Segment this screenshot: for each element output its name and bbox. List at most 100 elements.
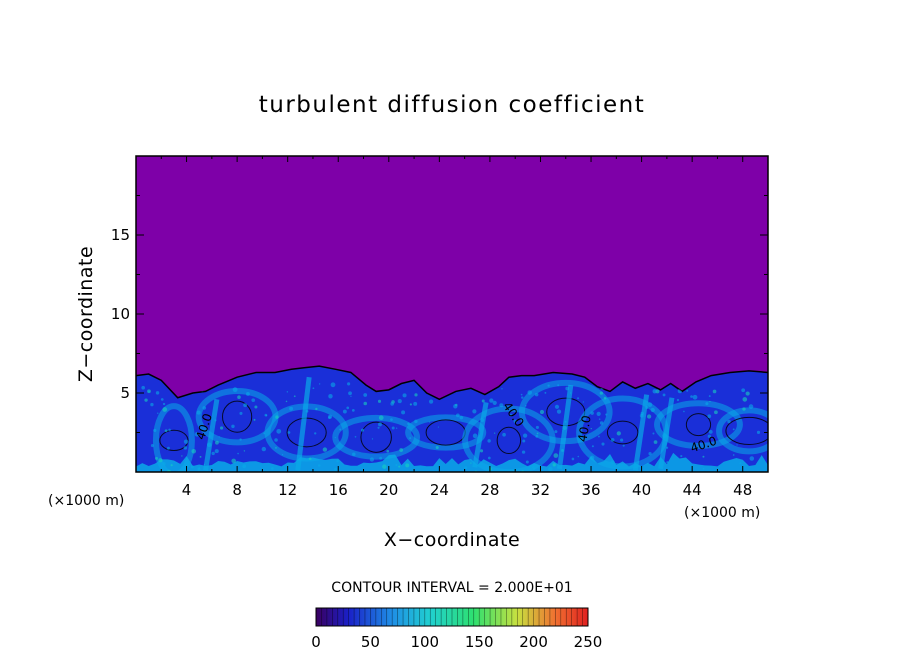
speckle xyxy=(520,393,523,396)
speckle xyxy=(589,455,595,461)
speckle xyxy=(276,428,282,434)
x-tick-label: 8 xyxy=(232,481,242,499)
speckle xyxy=(194,432,200,437)
speckle xyxy=(599,391,603,395)
plume xyxy=(632,394,650,471)
speckle xyxy=(409,403,412,406)
speckle xyxy=(522,439,526,443)
speckle xyxy=(371,438,374,440)
speckle xyxy=(154,456,159,460)
contour-ring xyxy=(159,429,189,452)
speckle xyxy=(183,439,189,444)
speckle xyxy=(166,446,170,450)
speckle xyxy=(413,401,418,406)
speckle xyxy=(732,454,735,456)
speckle xyxy=(190,465,194,469)
x-tick-label: 44 xyxy=(683,481,702,499)
speckle xyxy=(554,404,560,409)
speckle xyxy=(525,460,529,464)
speckle xyxy=(202,406,207,410)
speckle xyxy=(653,440,658,444)
speckle xyxy=(603,396,607,400)
speckle xyxy=(231,458,237,464)
speckle xyxy=(429,399,434,404)
plume xyxy=(658,397,675,470)
speckle xyxy=(472,433,478,439)
speckle xyxy=(556,409,562,414)
speckle xyxy=(479,449,484,453)
x-axis-label: X−coordinate xyxy=(384,529,520,551)
speckle xyxy=(239,411,243,415)
contour-ring xyxy=(222,400,253,433)
speckle xyxy=(756,430,761,434)
colorbar-tick-label: 200 xyxy=(519,633,548,651)
speckle xyxy=(525,404,527,407)
speckle xyxy=(232,387,238,393)
speckle xyxy=(289,406,294,411)
speckle xyxy=(164,429,168,433)
eddy xyxy=(654,400,743,449)
speckle xyxy=(150,402,154,407)
speckle xyxy=(199,455,202,458)
speckle xyxy=(157,412,159,414)
x-axis: 4 8 12 16 20 24 28 32 36 40 44 48 xyxy=(160,156,752,499)
speckle xyxy=(437,426,440,428)
speckle xyxy=(547,384,550,387)
y-axis-label: Z−coordinate xyxy=(75,246,97,382)
speckle xyxy=(599,421,604,425)
colorbar-tick-label: 250 xyxy=(574,633,603,651)
speckle xyxy=(732,428,735,431)
colorbar-tick-label: 50 xyxy=(361,633,380,651)
x-tick-label: 32 xyxy=(531,481,550,499)
speckle xyxy=(547,466,553,472)
speckle xyxy=(231,424,235,429)
speckle xyxy=(214,449,219,454)
speckle xyxy=(402,393,407,398)
speckle xyxy=(736,444,738,446)
speckle xyxy=(652,432,655,435)
speckle xyxy=(153,428,157,433)
speckle xyxy=(539,409,545,415)
speckle xyxy=(702,455,705,458)
colorbar-tick-label: 0 xyxy=(311,633,321,651)
x-unit-left: (×1000 m) xyxy=(48,493,124,509)
speckle xyxy=(544,391,547,394)
speckle xyxy=(334,436,336,439)
speckle xyxy=(596,411,601,416)
speckle xyxy=(481,399,485,403)
x-tick-label: 24 xyxy=(430,481,449,499)
colorbar-tick-label: 100 xyxy=(410,633,439,651)
speckle xyxy=(377,399,382,403)
speckle xyxy=(386,449,390,453)
x-tick-label: 28 xyxy=(480,481,499,499)
speckle xyxy=(382,464,387,469)
contour-ring xyxy=(725,416,768,445)
speckle xyxy=(714,410,718,415)
speckle xyxy=(553,453,559,458)
plume xyxy=(295,376,312,471)
speckle xyxy=(261,446,267,452)
speckle xyxy=(727,419,731,424)
speckle xyxy=(308,457,312,461)
speckle xyxy=(492,400,497,406)
eddy xyxy=(152,403,195,472)
speckle xyxy=(742,407,746,411)
speckle xyxy=(254,405,258,409)
speckle xyxy=(218,436,220,438)
speckle xyxy=(168,428,171,432)
speckle xyxy=(334,467,338,471)
speckle xyxy=(532,467,536,471)
x-tick-label: 12 xyxy=(278,481,297,499)
speckle xyxy=(363,401,368,406)
speckle xyxy=(552,463,556,467)
speckle xyxy=(274,438,278,442)
speckle xyxy=(328,394,333,399)
speckle xyxy=(237,395,241,399)
speckle xyxy=(378,415,384,421)
speckle xyxy=(379,456,383,460)
eddy xyxy=(716,407,768,455)
speckle xyxy=(328,414,333,419)
speckle xyxy=(493,432,496,434)
speckle xyxy=(312,387,315,390)
